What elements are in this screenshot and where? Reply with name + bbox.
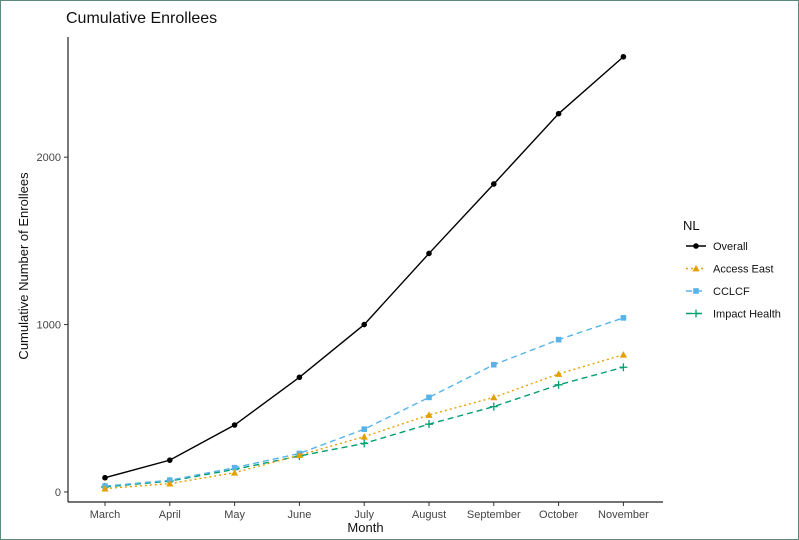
data-point-overall [167,457,173,463]
data-point-impact-health [489,402,498,411]
y-tick-label: 1000 [37,320,61,332]
data-point-access-east [360,433,368,440]
data-point-overall [555,110,562,117]
x-tick-label: April [159,509,181,521]
data-point-cclcf [491,361,497,368]
x-axis-title: Month [347,520,383,535]
data-point-cclcf [426,394,432,401]
data-point-overall [620,53,627,60]
x-tick-label: August [412,509,446,521]
x-tick-label: June [287,509,311,521]
data-point-overall [426,250,432,257]
legend-item-cclcf: CCLCF [686,286,750,298]
data-point-cclcf [231,464,238,471]
data-point-impact-health [360,439,369,448]
data-point-access-east [490,393,498,401]
data-point-overall [491,181,497,187]
data-point-overall [102,474,108,481]
data-point-access-east [231,469,239,476]
legend-marker-cclcf [693,288,699,294]
legend-marker-overall [693,243,699,249]
y-tick-label: 0 [55,487,61,499]
legend-marker-access-east [692,264,700,272]
x-tick-label: March [90,509,121,521]
legend-item-overall: Overall [686,241,748,253]
data-point-impact-health [425,420,433,429]
series-access-east [101,351,627,492]
x-tick-label: July [354,509,374,521]
data-point-cclcf [361,426,367,432]
legend-marker-impact-health [692,309,700,318]
legend-label-cclcf: CCLCF [713,286,750,298]
data-point-overall [296,374,303,381]
series-line-overall [104,56,624,479]
x-tick-label: October [539,509,578,521]
data-point-access-east [425,411,433,418]
series-layer [101,53,628,492]
series-overall [102,53,627,481]
series-line-cclcf [104,317,624,487]
y-axis-title: Cumulative Number of Enrollees [16,172,31,360]
data-point-access-east [295,451,303,459]
data-point-cclcf [555,336,562,343]
data-point-impact-health [619,363,628,372]
legend-item-access-east: Access East [686,264,774,276]
x-tick-label: May [224,509,245,521]
x-tick-label: September [467,509,521,521]
x-tick-label: November [598,509,649,521]
legend-label-access-east: Access East [713,264,774,276]
data-point-overall [361,321,368,328]
legend-item-impact-health: Impact Health [686,309,781,321]
legend: NL Overall Access East CCLCF Impact Health [683,218,781,321]
data-point-access-east [619,351,627,358]
data-point-impact-health [554,380,563,389]
legend-title: NL [683,218,700,233]
chart-title: Cumulative Enrollees [66,10,218,27]
y-tick-label: 2000 [37,152,61,164]
data-point-access-east [166,479,174,487]
data-point-cclcf [620,315,627,321]
series-cclcf [102,315,627,489]
legend-label-impact-health: Impact Health [713,309,781,321]
legend-label-overall: Overall [713,241,748,253]
data-point-access-east [555,370,563,377]
data-point-access-east [101,485,109,492]
axes: 0 1000 2000 March April May June July August Sept… [16,37,663,535]
data-point-overall [231,422,238,428]
series-line-access-east [104,354,624,490]
